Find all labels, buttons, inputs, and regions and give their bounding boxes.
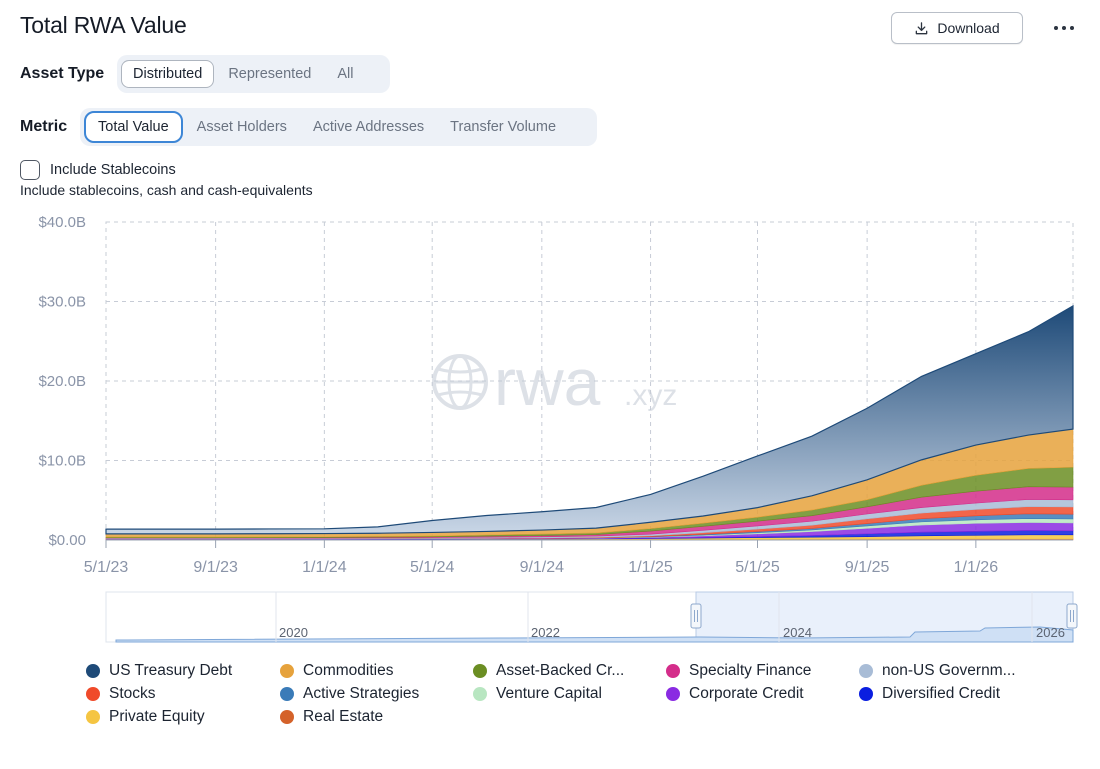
- x-tick-label: 9/1/25: [845, 559, 890, 576]
- x-tick-label: 1/1/25: [628, 559, 673, 576]
- legend-swatch: [859, 664, 873, 678]
- legend-item-asset-backed-cr[interactable]: Asset-Backed Cr...: [473, 662, 624, 680]
- download-icon: [916, 21, 928, 34]
- y-tick-label: $30.0B: [38, 294, 86, 311]
- legend-swatch: [859, 687, 873, 701]
- legend-label: Private Equity: [109, 708, 205, 725]
- metric-total-value[interactable]: Total Value: [84, 111, 183, 143]
- legend-item-venture-capital[interactable]: Venture Capital: [473, 685, 602, 703]
- legend-label: Venture Capital: [496, 685, 602, 702]
- legend-swatch: [280, 710, 294, 724]
- legend-item-diversified-credit[interactable]: Diversified Credit: [859, 685, 1000, 703]
- legend-swatch: [473, 664, 487, 678]
- legend-label: non-US Governm...: [882, 662, 1016, 679]
- legend-item-specialty-finance[interactable]: Specialty Finance: [666, 662, 811, 680]
- metric-asset-holders[interactable]: Asset Holders: [196, 119, 287, 135]
- axes: $0.00 $10.0B $20.0B $30.0B $40.0B 5/1/23 9/1/2…: [38, 214, 1073, 576]
- legend-swatch: [86, 710, 100, 724]
- asset-type-selector: Distributed Represented All: [117, 55, 390, 93]
- stablecoins-description: Include stablecoins, cash and cash-equiv…: [20, 182, 313, 198]
- legend-item-corporate-credit[interactable]: Corporate Credit: [666, 685, 804, 703]
- legend-label: Commodities: [303, 662, 394, 679]
- legend-item-commodities[interactable]: Commodities: [280, 662, 393, 680]
- legend-swatch: [666, 664, 680, 678]
- navigator-ticks: 2020 2022 2024 2026: [279, 625, 1065, 640]
- chart-title: Total RWA Value: [20, 12, 187, 38]
- more-options-button[interactable]: [1046, 14, 1082, 42]
- navigator-right-handle[interactable]: [1066, 603, 1078, 629]
- asset-type-all[interactable]: All: [337, 66, 354, 82]
- stablecoins-label: Include Stablecoins: [50, 162, 176, 178]
- globe-icon: [432, 354, 488, 410]
- x-tick-label: 9/1/24: [520, 559, 565, 576]
- navigator-tick-label: 2020: [279, 625, 308, 640]
- legend-item-stocks[interactable]: Stocks: [86, 685, 156, 703]
- legend-swatch: [280, 687, 294, 701]
- legend-label: Asset-Backed Cr...: [496, 662, 625, 679]
- metric-label: Metric: [20, 118, 68, 135]
- y-tick-label: $0.00: [48, 532, 86, 549]
- navigator-tick-label: 2022: [531, 625, 560, 640]
- stablecoins-toggle: Include Stablecoins: [20, 160, 176, 180]
- legend-label: Active Strategies: [303, 685, 420, 702]
- legend-label: Specialty Finance: [689, 662, 812, 679]
- legend-item-us-treasury-debt[interactable]: US Treasury Debt: [86, 662, 232, 680]
- stacked-areas: [105, 304, 1074, 541]
- metric-selector: Total Value Asset Holders Active Address…: [80, 108, 597, 146]
- x-tick-label: 5/1/23: [84, 559, 129, 576]
- asset-type-represented[interactable]: Represented: [228, 66, 312, 82]
- asset-type-label: Asset Type: [20, 65, 105, 82]
- more-icon: [1054, 26, 1074, 30]
- y-tick-label: $40.0B: [38, 214, 86, 231]
- legend-label: Diversified Credit: [882, 685, 1001, 702]
- x-tick-label: 5/1/24: [410, 559, 455, 576]
- navigator-left-handle[interactable]: [690, 603, 702, 629]
- asset-type-distributed[interactable]: Distributed: [121, 60, 215, 88]
- stablecoins-checkbox[interactable]: [20, 160, 40, 180]
- legend-item-active-strategies[interactable]: Active Strategies: [280, 685, 419, 703]
- y-tick-label: $20.0B: [38, 373, 86, 390]
- download-label: Download: [937, 20, 1000, 36]
- watermark-text: rwa: [494, 345, 601, 419]
- navigator-tick-label: 2024: [783, 625, 812, 640]
- metric-transfer-volume[interactable]: Transfer Volume: [450, 119, 557, 135]
- y-tick-label: $10.0B: [38, 453, 86, 470]
- legend-label: Real Estate: [303, 708, 384, 725]
- x-tick-label: 1/1/26: [954, 559, 999, 576]
- area-us-treasury-debt: [105, 304, 1074, 535]
- legend-label: Stocks: [109, 685, 156, 702]
- x-tick-label: 5/1/25: [735, 559, 780, 576]
- legend-swatch: [473, 687, 487, 701]
- legend-label: Corporate Credit: [689, 685, 804, 702]
- download-button[interactable]: Download: [891, 12, 1023, 44]
- legend-swatch: [280, 664, 294, 678]
- x-tick-label: 9/1/23: [193, 559, 238, 576]
- navigator-tick-label: 2026: [1036, 625, 1065, 640]
- legend-swatch: [666, 687, 680, 701]
- legend-swatch: [86, 664, 100, 678]
- legend-item-private-equity[interactable]: Private Equity: [86, 708, 205, 726]
- legend-item-non-us-governm[interactable]: non-US Governm...: [859, 662, 1016, 680]
- watermark: rwa .xyz: [432, 345, 677, 419]
- watermark-suffix: .xyz: [624, 379, 677, 412]
- legend-swatch: [86, 687, 100, 701]
- legend-label: US Treasury Debt: [109, 662, 233, 679]
- range-navigator[interactable]: 2020 2022 2024 2026: [105, 591, 1078, 643]
- metric-active-addresses[interactable]: Active Addresses: [312, 119, 425, 135]
- legend-item-real-estate[interactable]: Real Estate: [280, 708, 383, 726]
- x-tick-label: 1/1/24: [302, 559, 347, 576]
- rwa-value-chart: rwa .xyz $0.00 $10.0B $20.0B $30.0B $40.0B 5/…: [38, 214, 1078, 643]
